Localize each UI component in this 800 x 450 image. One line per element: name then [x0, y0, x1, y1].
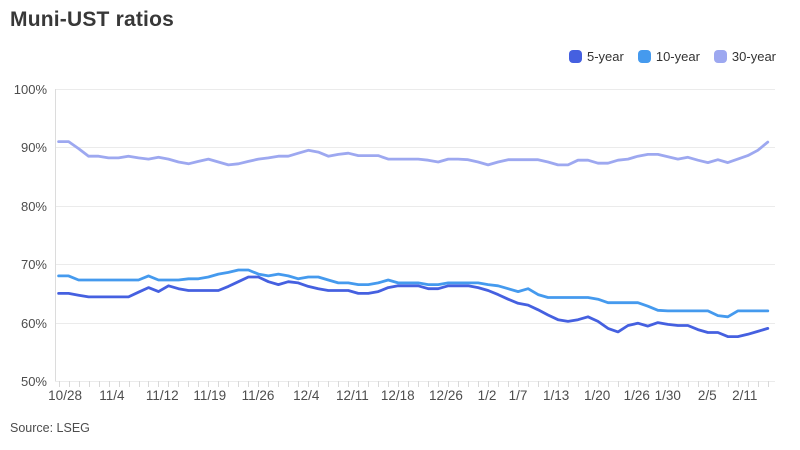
legend: 5-year 10-year 30-year — [568, 49, 776, 64]
legend-item-5-year[interactable]: 5-year — [568, 49, 624, 64]
legend-label-10-year: 10-year — [655, 49, 700, 64]
y-axis-tick-label: 60% — [21, 316, 47, 331]
legend-label-30-year: 30-year — [731, 49, 776, 64]
x-axis-tick-label: 1/13 — [543, 388, 569, 403]
legend-label-5-year: 5-year — [586, 49, 624, 64]
y-axis-tick-label: 50% — [21, 374, 47, 389]
legend-item-30-year[interactable]: 30-year — [713, 49, 776, 64]
y-axis-tick-label: 100% — [14, 82, 48, 97]
legend-swatch-10-year — [637, 50, 651, 63]
x-axis-tick-label: 1/7 — [509, 388, 528, 403]
x-axis-tick-label: 11/4 — [99, 388, 125, 403]
x-axis-tick-label: 1/2 — [478, 388, 497, 403]
x-axis-tick-label: 12/11 — [336, 388, 369, 403]
x-axis-tick-label: 1/30 — [655, 388, 681, 403]
series-line-5-year — [57, 275, 770, 339]
series-line-30-year — [57, 140, 770, 167]
y-axis-tick-label: 80% — [21, 199, 47, 214]
x-axis-tick-label: 11/19 — [193, 388, 226, 403]
x-axis-tick-label: 12/18 — [381, 388, 415, 403]
legend-swatch-5-year — [568, 50, 582, 63]
x-axis-tick-label: 1/26 — [624, 388, 650, 403]
x-axis-tick-label: 1/20 — [584, 388, 610, 403]
source-note: Source: LSEG — [10, 421, 90, 435]
legend-item-10-year[interactable]: 10-year — [637, 49, 700, 64]
legend-swatch-30-year — [713, 50, 727, 63]
x-axis-tick-label: 2/5 — [698, 388, 717, 403]
x-axis-tick-label: 11/26 — [242, 388, 275, 403]
y-axis-tick-label: 70% — [21, 257, 47, 272]
x-axis-tick-label: 10/28 — [48, 388, 82, 403]
series-line-10-year — [57, 268, 770, 319]
x-axis-tick-label: 11/12 — [146, 388, 179, 403]
x-axis-tick-label: 2/11 — [732, 388, 757, 403]
page-title: Muni-UST ratios — [10, 8, 174, 31]
x-axis-tick-label: 12/26 — [429, 388, 463, 403]
y-axis-tick-label: 90% — [21, 140, 47, 155]
x-axis-tick-label: 12/4 — [293, 388, 320, 403]
